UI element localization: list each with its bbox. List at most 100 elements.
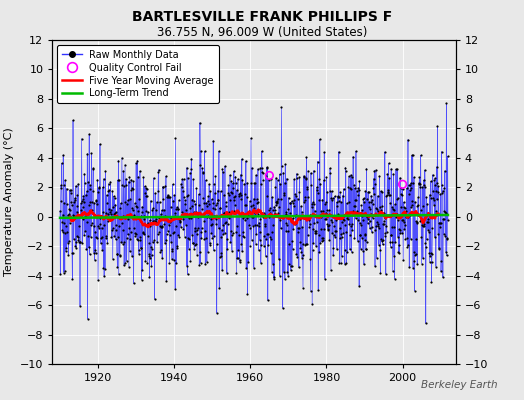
Point bbox=[106, 215, 114, 222]
Point bbox=[102, 232, 110, 239]
Point bbox=[140, 183, 149, 190]
Point bbox=[181, 197, 190, 203]
Point bbox=[122, 176, 130, 182]
Point bbox=[375, 242, 383, 248]
Point bbox=[427, 195, 435, 201]
Point bbox=[245, 208, 254, 214]
Point bbox=[287, 267, 295, 274]
Point bbox=[308, 301, 316, 307]
Point bbox=[416, 218, 424, 224]
Point bbox=[261, 173, 270, 180]
Point bbox=[147, 263, 156, 270]
Point bbox=[322, 199, 330, 206]
Point bbox=[444, 217, 452, 224]
Point bbox=[288, 246, 297, 252]
Point bbox=[443, 236, 451, 242]
Point bbox=[380, 215, 389, 221]
Point bbox=[263, 164, 271, 170]
Point bbox=[413, 261, 421, 268]
Point bbox=[189, 208, 198, 215]
Point bbox=[236, 172, 245, 178]
Point bbox=[373, 206, 381, 212]
Point bbox=[325, 237, 333, 243]
Point bbox=[231, 173, 239, 180]
Point bbox=[189, 240, 197, 246]
Point bbox=[204, 193, 212, 200]
Point bbox=[333, 203, 342, 209]
Point bbox=[301, 174, 310, 181]
Point bbox=[84, 233, 92, 239]
Point bbox=[274, 196, 282, 202]
Point bbox=[443, 235, 452, 241]
Point bbox=[316, 214, 325, 220]
Point bbox=[176, 219, 184, 226]
Point bbox=[120, 262, 128, 269]
Point bbox=[126, 248, 134, 254]
Point bbox=[433, 123, 442, 129]
Point bbox=[415, 181, 423, 187]
Point bbox=[107, 206, 115, 213]
Point bbox=[236, 259, 244, 265]
Point bbox=[251, 180, 259, 186]
Point bbox=[161, 183, 170, 190]
Point bbox=[99, 265, 107, 272]
Point bbox=[159, 215, 168, 222]
Point bbox=[146, 217, 154, 223]
Point bbox=[159, 184, 167, 190]
Point bbox=[313, 219, 321, 225]
Point bbox=[168, 181, 177, 188]
Point bbox=[160, 206, 168, 213]
Point bbox=[361, 232, 369, 238]
Point bbox=[433, 180, 441, 186]
Point bbox=[225, 197, 234, 203]
Point bbox=[288, 262, 296, 269]
Point bbox=[216, 204, 224, 211]
Point bbox=[58, 160, 66, 166]
Point bbox=[312, 228, 321, 234]
Point bbox=[279, 269, 288, 275]
Point bbox=[228, 185, 237, 191]
Point bbox=[151, 190, 159, 196]
Point bbox=[188, 203, 196, 210]
Point bbox=[372, 223, 380, 230]
Point bbox=[387, 232, 395, 238]
Point bbox=[188, 232, 196, 238]
Point bbox=[104, 180, 113, 187]
Point bbox=[78, 135, 86, 142]
Point bbox=[233, 187, 241, 193]
Point bbox=[181, 221, 190, 228]
Point bbox=[101, 266, 109, 272]
Point bbox=[303, 184, 312, 190]
Point bbox=[274, 210, 282, 216]
Point bbox=[215, 148, 223, 154]
Point bbox=[351, 197, 359, 203]
Point bbox=[292, 251, 301, 257]
Point bbox=[317, 226, 325, 232]
Point bbox=[165, 194, 173, 200]
Point bbox=[148, 246, 156, 252]
Point bbox=[326, 165, 334, 171]
Point bbox=[155, 166, 163, 173]
Point bbox=[190, 225, 199, 231]
Point bbox=[216, 234, 225, 240]
Point bbox=[220, 210, 228, 216]
Point bbox=[361, 231, 369, 237]
Point bbox=[241, 202, 249, 208]
Point bbox=[257, 260, 265, 266]
Point bbox=[192, 185, 201, 192]
Point bbox=[59, 152, 68, 158]
Point bbox=[110, 210, 118, 217]
Point bbox=[293, 254, 301, 260]
Point bbox=[354, 217, 363, 224]
Point bbox=[286, 200, 294, 206]
Point bbox=[303, 241, 311, 247]
Point bbox=[246, 243, 254, 250]
Point bbox=[387, 166, 396, 172]
Point bbox=[304, 215, 313, 221]
Point bbox=[398, 230, 406, 236]
Point bbox=[430, 177, 439, 184]
Point bbox=[314, 232, 323, 238]
Point bbox=[425, 258, 434, 265]
Point bbox=[163, 192, 172, 198]
Point bbox=[379, 220, 387, 227]
